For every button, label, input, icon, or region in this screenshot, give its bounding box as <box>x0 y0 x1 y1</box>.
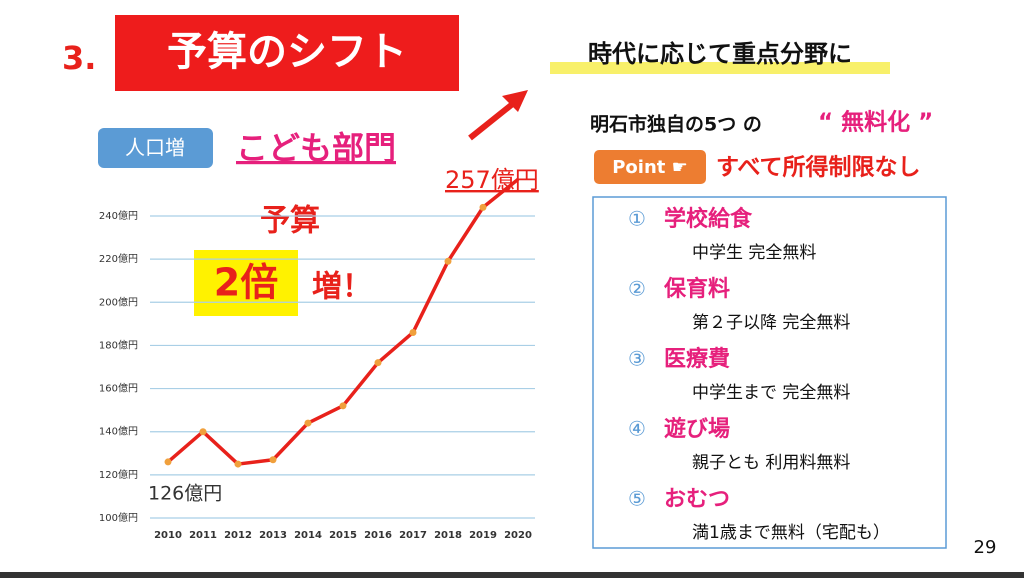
section: こども部門 <box>236 129 396 167</box>
x-tick-label: 2010 <box>154 530 182 541</box>
y-tick-label: 220億円 <box>99 252 138 265</box>
tag-box <box>98 128 213 168</box>
marker <box>444 257 452 265</box>
x-tick-label: 2016 <box>364 530 392 541</box>
item-desc: 親子とも 利用料無料 <box>692 453 850 473</box>
marker <box>269 456 277 464</box>
arrow-head <box>502 90 528 112</box>
marker <box>409 328 417 336</box>
tag: 人口増 <box>125 136 185 160</box>
item-desc: 中学生 完全無料 <box>692 243 816 263</box>
y-tick-label: 140億円 <box>99 425 138 438</box>
item-number: ④ <box>628 417 646 441</box>
item-title: 保育料 <box>663 276 730 302</box>
item-number: ③ <box>628 347 646 371</box>
y-tick-label: 100億円 <box>99 511 138 524</box>
budget-line1: 予算 <box>260 204 320 239</box>
item-title: 医療費 <box>664 346 730 372</box>
item-number: ② <box>628 277 646 301</box>
y-tick-label: 160億円 <box>99 382 138 395</box>
x-tick-label: 2012 <box>224 530 252 541</box>
x-tick-label: 2011 <box>189 530 217 541</box>
point-badge-box <box>594 150 706 184</box>
annotation: 126億円 <box>148 483 222 505</box>
x-tick-label: 2015 <box>329 530 357 541</box>
item-desc: 第２子以降 完全無料 <box>692 313 850 333</box>
item-title: 学校給食 <box>664 206 753 232</box>
page-number: 29 <box>974 537 997 558</box>
marker <box>164 458 172 466</box>
list-box <box>592 196 947 549</box>
y-tick-label: 200億円 <box>99 295 138 308</box>
x-tick-label: 2020 <box>504 530 532 541</box>
marker <box>374 359 382 367</box>
marker <box>304 419 312 427</box>
free-word: “ 無料化 ” <box>818 109 933 136</box>
item-title: 遊び場 <box>664 416 730 442</box>
item-desc: 中学生まで 完全無料 <box>692 383 850 403</box>
item-number: ⑤ <box>628 487 646 511</box>
marker <box>479 203 487 211</box>
number-prefix: 3. <box>62 39 96 77</box>
marker <box>234 460 242 468</box>
marker <box>339 402 347 410</box>
budget-double: 2倍 <box>214 261 278 305</box>
item-number: ① <box>628 207 646 231</box>
free-intro: 明石市独自の5つ の <box>590 113 762 136</box>
point-text: すべて所得制限なし <box>716 154 920 181</box>
item-title: おむつ <box>664 487 730 512</box>
annotation: 257億円 <box>445 166 539 194</box>
x-tick-label: 2019 <box>469 530 497 541</box>
line <box>166 177 520 466</box>
y-tick-label: 120億円 <box>99 468 138 481</box>
marker <box>199 428 207 436</box>
x-tick-label: 2017 <box>399 530 427 541</box>
x-tick-label: 2013 <box>259 530 287 541</box>
arrow <box>468 99 517 141</box>
item-desc: 満1歳まで無料（宅配も） <box>692 523 890 543</box>
budget-increase: 増！ <box>312 270 372 305</box>
y-tick-label: 240億円 <box>99 209 138 222</box>
title: 予算のシフト <box>167 29 407 75</box>
x-tick-label: 2018 <box>434 530 462 541</box>
point-badge: Point ☛ <box>612 157 688 178</box>
x-tick-label: 2014 <box>294 530 322 541</box>
budget-highlight <box>194 250 298 316</box>
y-tick-label: 180億円 <box>99 338 138 351</box>
highlight <box>550 62 890 74</box>
heading: 時代に応じて重点分野に <box>588 40 852 68</box>
bottom-bar <box>0 572 1024 578</box>
title-box <box>115 15 459 91</box>
